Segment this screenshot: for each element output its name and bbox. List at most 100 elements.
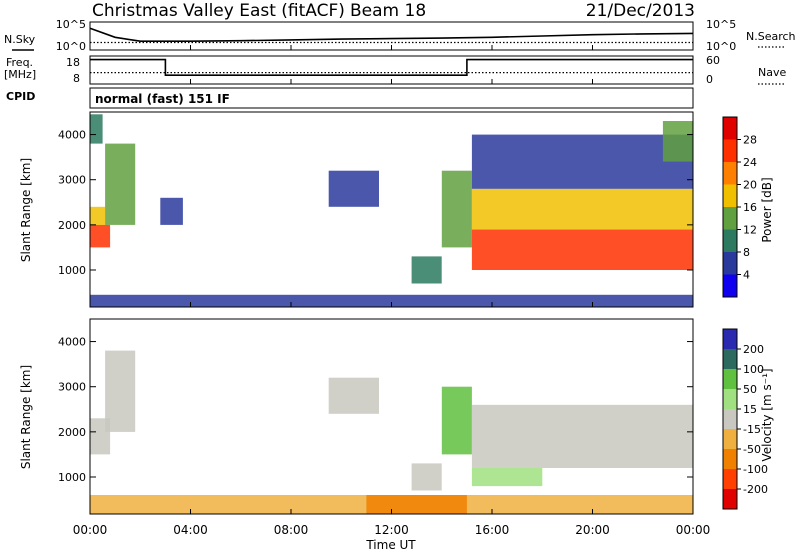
velocity-region [366,495,467,514]
velocity-region [90,418,111,455]
velocity-cbar-swatch [723,469,737,490]
noise-right-tick-top: 10^5 [706,18,736,31]
power-cbar-swatch [723,252,737,275]
power-region [90,294,693,307]
beam-label: Beam 18 [350,1,426,21]
power-cbar-tick-label: 20 [743,179,757,192]
power-y-tick-label: 1000 [58,264,86,277]
power-region [471,134,693,189]
date-label: 21/Dec/2013 [586,1,695,21]
power-cbar-swatch [723,139,737,163]
velocity-cbar-swatch [723,369,737,390]
velocity-cbar-tick-label: -15 [743,423,761,436]
freq-line-0 [90,58,693,76]
velocity-y-tick-label: 1000 [58,471,86,484]
velocity-cbar-tick-label: 100 [743,363,764,376]
power-region [160,197,183,225]
freq-left-tick-bottom: 8 [73,72,80,85]
velocity-region [471,404,693,468]
velocity-y-axis-label: Slant Range [km] [19,365,33,469]
velocity-y-tick-label: 3000 [58,381,86,394]
x-axis-label: Time UT [365,538,416,552]
power-cbar-tick-label: 28 [743,134,757,147]
power-cbar-swatch [723,117,737,140]
power-cbar-swatch [723,162,737,185]
power-y-tick-label: 3000 [58,174,86,187]
x-tick-label: 08:00 [274,523,309,537]
power-region [471,229,693,270]
power-region [328,170,379,207]
noise-left-tick-top: 10^5 [56,18,86,31]
power-y-tick-label: 2000 [58,219,86,232]
velocity-cbar-tick-label: 50 [743,383,757,396]
power-y-tick-label: 4000 [58,129,86,142]
x-tick-label: 04:00 [173,523,208,537]
velocity-region [105,350,136,432]
nsky-label: N.Sky [4,33,36,46]
power-cbar-swatch [723,274,737,298]
freq-right-tick-top: 60 [706,54,720,67]
power-cbar-swatch [723,184,737,208]
power-region [662,121,693,162]
power-cbar-tick-label: 8 [743,246,750,259]
power-region [441,170,472,248]
noise-right-tick-bottom: 10^0 [706,40,736,53]
power-region [471,188,693,230]
plot-title: Christmas Valley East (fitACF) [92,1,345,21]
velocity-region [471,468,543,487]
x-tick-label: 12:00 [374,523,409,537]
velocity-cbar-tick-label: 15 [743,403,757,416]
power-colorbar-label: Power [dB] [760,177,774,242]
power-cbar-tick-label: 16 [743,201,757,214]
power-cbar-tick-label: 4 [743,269,750,282]
nave-label: Nave [758,66,786,79]
velocity-y-tick-label: 4000 [58,336,86,349]
power-region [105,143,136,225]
velocity-y-ticks: 1000 2000 3000 4000 [58,336,693,484]
cpid-panel-frame [89,87,694,109]
velocity-cbar-swatch [723,389,737,410]
freq-left-tick-top: 18 [66,56,80,69]
x-tick-label: 00:00 [676,523,711,537]
velocity-cbar-swatch [723,329,737,350]
velocity-cbar-swatch [723,409,737,430]
noise-line-0 [89,27,694,43]
x-tick-label: 00:00 [73,523,108,537]
power-y-ticks: 1000 2000 3000 4000 [58,129,693,277]
power-cbar-swatch [723,229,737,253]
velocity-cbar-tick-label: -100 [743,463,768,476]
power-cbar-tick-label: 24 [743,156,757,169]
power-y-axis-label: Slant Range [km] [19,158,33,262]
x-tick-label: 20:00 [575,523,610,537]
power-colorbar: 28 24 20 16 12 8 4 [722,116,757,298]
x-axis-ticks: 00:00 04:00 08:00 12:00 16:00 20:00 00:00 [73,45,711,537]
noise-left-tick-bottom: 10^0 [56,40,86,53]
velocity-cbar-tick-label: 200 [743,343,764,356]
velocity-cbar-tick-label: -200 [743,483,768,496]
freq-right-tick-bottom: 0 [706,73,713,86]
velocity-cbar-swatch [723,489,737,510]
velocity-region [328,377,379,414]
velocity-colorbar: 200 100 50 15 -15 -50 -100 -200 [722,328,768,510]
freq-series [90,58,693,76]
velocity-region [411,463,442,491]
nsearch-label: N.Search [746,30,796,43]
freq-unit-label: [MHz] [4,68,36,81]
velocity-y-tick-label: 2000 [58,426,86,439]
velocity-cbar-swatch [723,449,737,470]
cpid-text: normal (fast) 151 IF [95,92,230,106]
power-region [411,256,442,284]
velocity-cbar-swatch [723,349,737,370]
power-cbar-tick-label: 12 [743,224,757,237]
velocity-colorbar-label: Velocity [m s⁻¹] [760,368,774,461]
velocity-cbar-swatch [723,429,737,450]
x-tick-label: 16:00 [475,523,510,537]
velocity-cbar-outline [722,328,738,510]
power-heatmap [90,114,693,307]
velocity-heatmap [90,350,693,514]
power-region [90,224,111,248]
power-region [90,114,103,144]
velocity-cbar-tick-label: -50 [743,443,761,456]
power-cbar-swatch [723,207,737,230]
